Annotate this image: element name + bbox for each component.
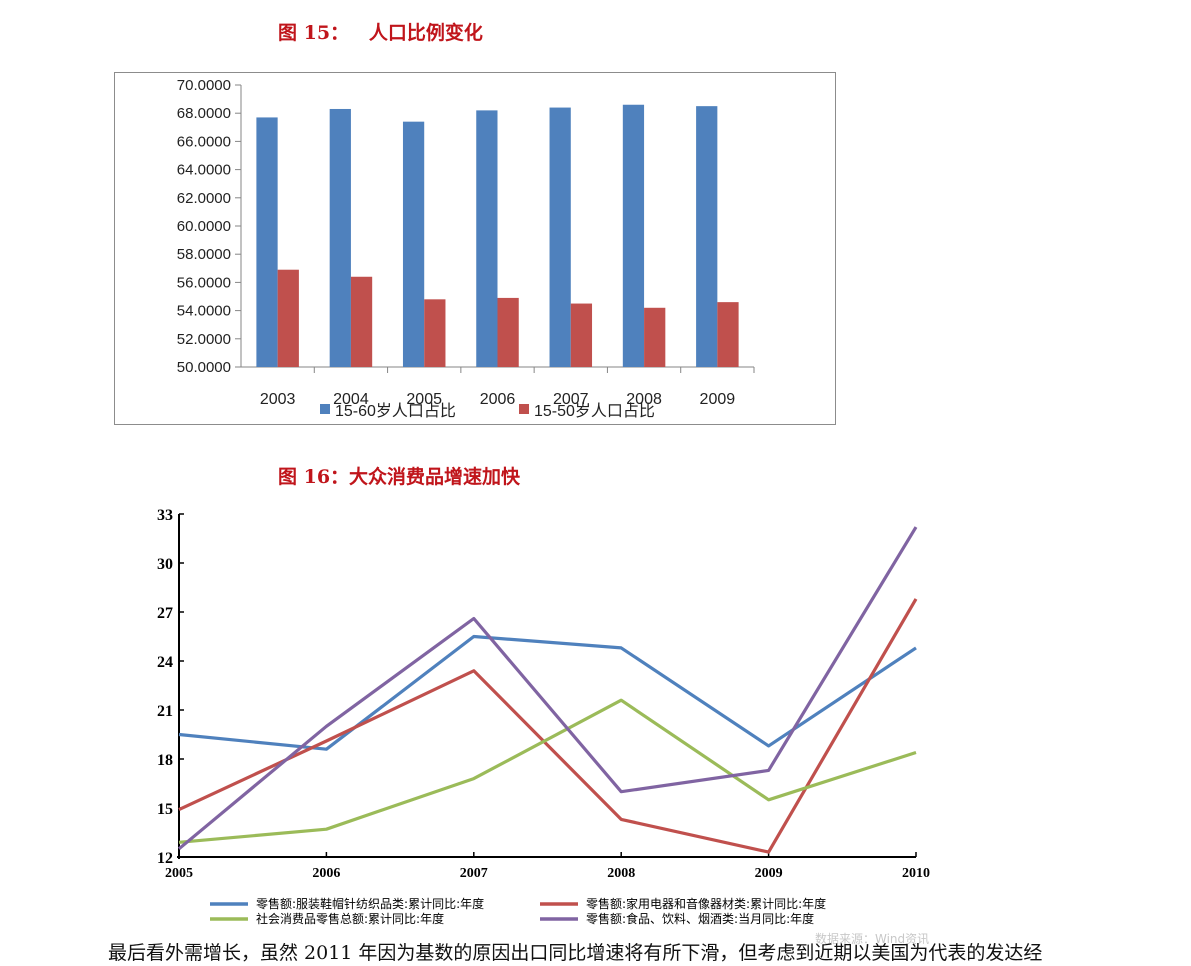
legend-label-4: 零售额:食品、饮料、烟酒类:当月同比:年度 xyxy=(586,911,814,926)
bar-chart-svg: 50.0000 52.0000 54.0000 56.0000 58.0000 60.00… xyxy=(177,77,755,420)
y-tick-label: 52.0000 xyxy=(177,331,231,348)
y-tick-label: 50.0000 xyxy=(177,359,231,376)
bar-2004-series-1 xyxy=(329,108,351,367)
x-tick-label: 2004 xyxy=(333,391,369,408)
bar-2006-series-2 xyxy=(497,297,519,367)
y-tick-label: 66.0000 xyxy=(177,133,231,150)
x-tick-label: 2009 xyxy=(700,391,736,408)
x-tick-label: 2008 xyxy=(607,866,635,881)
y-tick-label: 58.0000 xyxy=(177,246,231,263)
series-line-3 xyxy=(178,698,917,844)
legend-label-2: 15-50岁人口占比 xyxy=(534,402,655,420)
x-tick-label: 2007 xyxy=(553,391,589,408)
x-tick-label: 2005 xyxy=(406,391,442,408)
y-tick-label: 12 xyxy=(157,850,173,867)
y-tick-label: 30 xyxy=(157,556,173,573)
figure-15-caption: 图 15： 人口比例变化 xyxy=(278,22,483,44)
x-tick-label: 2009 xyxy=(755,866,783,881)
y-tick-label: 24 xyxy=(157,654,173,671)
y-tick-label: 70.0000 xyxy=(177,77,231,94)
bar-2005-series-1 xyxy=(402,121,425,367)
bar-2004-series-2 xyxy=(350,276,373,367)
x-tick-label: 2010 xyxy=(902,866,930,881)
y-tick-label: 64.0000 xyxy=(177,162,231,179)
source-watermark: 数据来源：Wind资讯 xyxy=(815,932,930,946)
bar-2009-series-1 xyxy=(696,106,718,368)
legend-label-1: 零售额:服装鞋帽针纺织品类:累计同比:年度 xyxy=(256,896,484,911)
legend-swatch-2 xyxy=(519,404,529,414)
bar-2007-series-2 xyxy=(570,303,593,367)
legend-swatch-1 xyxy=(320,404,330,414)
x-tick-label: 2006 xyxy=(312,866,340,881)
y-tick-label: 62.0000 xyxy=(177,190,231,207)
y-tick-label: 33 xyxy=(157,507,173,524)
bar-2007-series-1 xyxy=(549,107,571,367)
legend-label-2: 零售额:家用电器和音像器材类:累计同比:年度 xyxy=(586,896,826,911)
legend-label-1: 15-60岁人口占比 xyxy=(335,402,456,420)
x-tick-label: 2005 xyxy=(165,866,193,881)
consumer-goods-growth-line-chart: 12 15 18 21 24 27 30 33 2005 2006 2007 2008 2009 2010… xyxy=(130,500,950,930)
bar-2008-series-1 xyxy=(622,104,645,368)
bar-2005-series-2 xyxy=(424,299,446,367)
figure-16-caption: 图 16：大众消费品增速加快 xyxy=(278,466,521,488)
x-tick-label: 2006 xyxy=(480,391,516,408)
bar-2003-series-2 xyxy=(277,269,299,367)
y-tick-label: 68.0000 xyxy=(177,105,231,122)
population-ratio-bar-chart: 50.0000 52.0000 54.0000 56.0000 58.0000 60.00… xyxy=(114,72,836,425)
y-tick-label: 60.0000 xyxy=(177,218,231,235)
series-line-1 xyxy=(178,634,917,751)
series-line-4 xyxy=(177,526,918,851)
y-tick-label: 21 xyxy=(157,703,173,720)
bar-2008-series-2 xyxy=(644,307,666,367)
x-tick-label: 2003 xyxy=(260,391,296,408)
bar-2006-series-1 xyxy=(476,110,498,367)
legend-label-3: 社会消费品零售总额:累计同比:年度 xyxy=(256,911,444,926)
y-tick-label: 18 xyxy=(157,752,173,769)
line-chart-svg: 12 15 18 21 24 27 30 33 2005 2006 2007 2008 2009 2010… xyxy=(157,507,930,926)
y-tick-label: 56.0000 xyxy=(177,274,231,291)
x-tick-label: 2008 xyxy=(626,391,662,408)
bar-2003-series-1 xyxy=(256,117,278,368)
body-paragraph: 最后看外需增长，虽然 2011 年因为基数的原因出口同比增速将有所下滑，但考虑到… xyxy=(108,942,1043,964)
y-tick-label: 54.0000 xyxy=(177,303,231,320)
y-tick-label: 15 xyxy=(157,801,173,818)
y-tick-label: 27 xyxy=(157,605,173,622)
series-line-2 xyxy=(178,598,918,854)
bar-2009-series-2 xyxy=(717,302,739,367)
x-tick-label: 2007 xyxy=(460,866,488,881)
